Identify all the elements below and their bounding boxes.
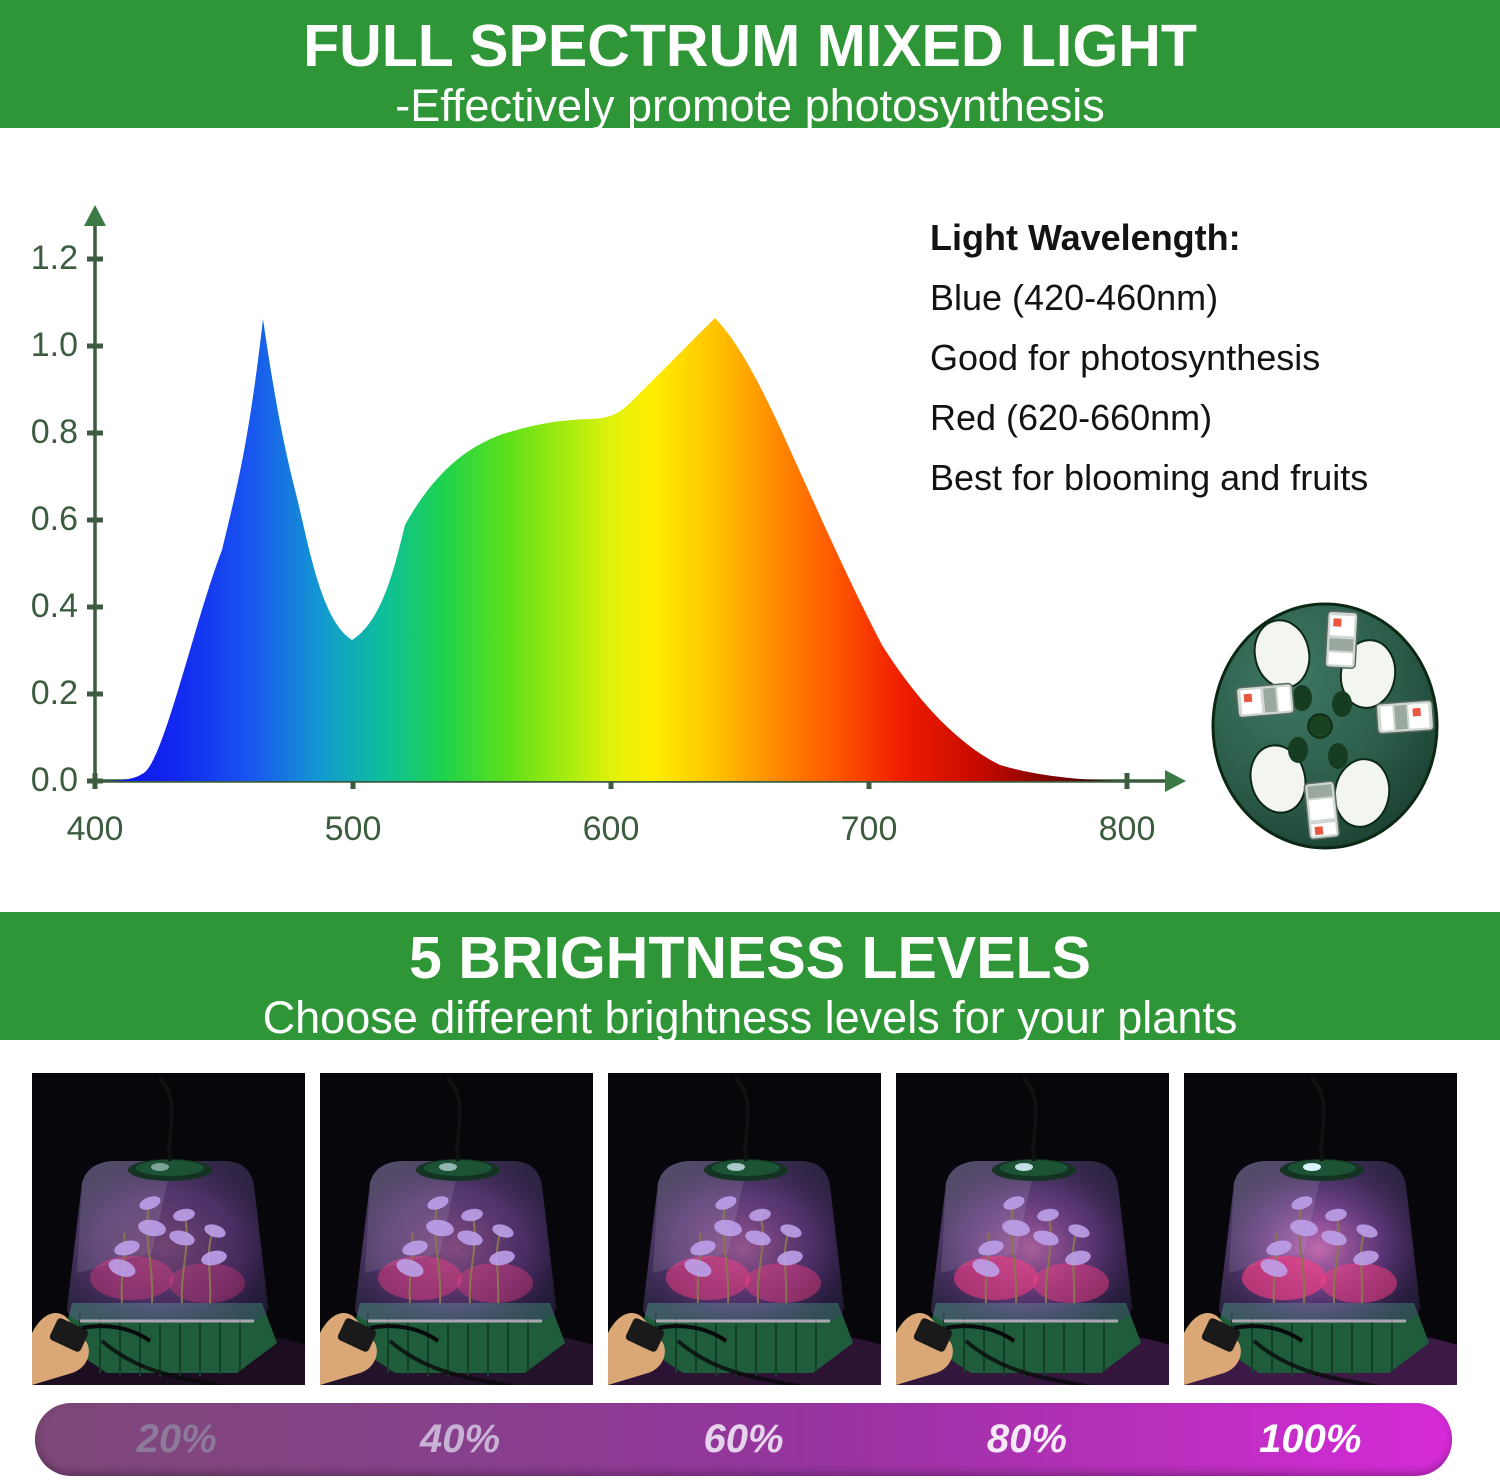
svg-text:0.8: 0.8 <box>31 413 78 451</box>
svg-text:1.0: 1.0 <box>31 326 78 364</box>
svg-text:0.2: 0.2 <box>31 674 78 712</box>
svg-text:500: 500 <box>325 810 382 848</box>
svg-text:800: 800 <box>1099 810 1156 848</box>
svg-text:400: 400 <box>67 810 124 848</box>
svg-text:0.6: 0.6 <box>31 500 78 538</box>
svg-text:600: 600 <box>583 810 640 848</box>
svg-text:0.4: 0.4 <box>31 587 78 625</box>
svg-text:1.2: 1.2 <box>31 239 78 277</box>
svg-text:0.0: 0.0 <box>31 761 78 799</box>
svg-text:700: 700 <box>841 810 898 848</box>
